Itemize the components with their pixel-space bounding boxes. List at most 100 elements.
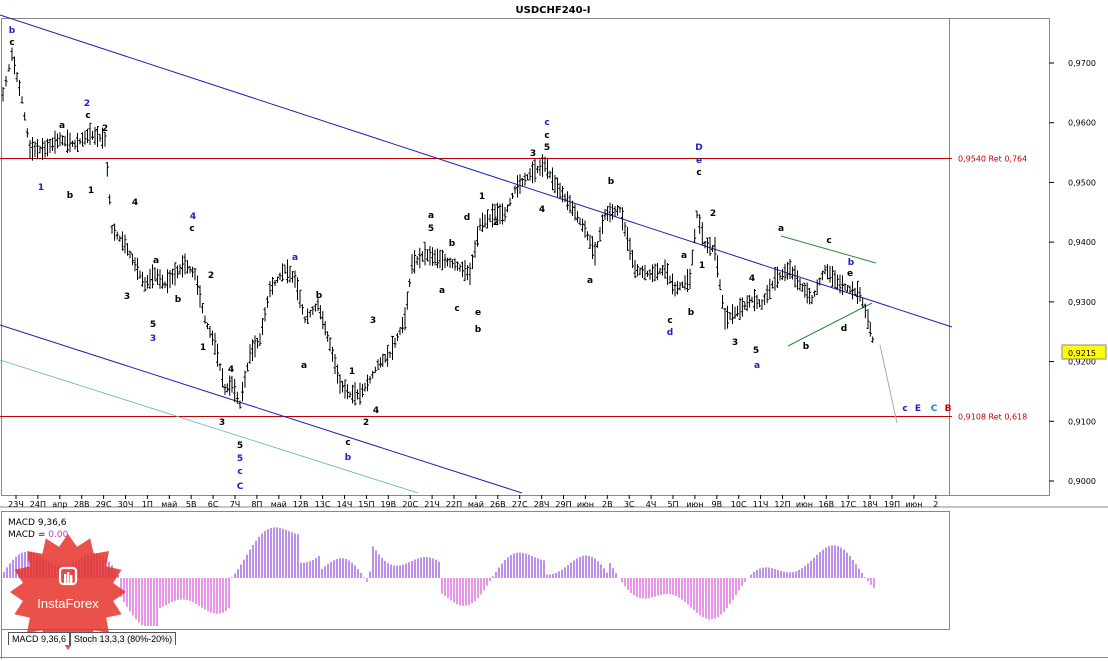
time-tick-label: июн (796, 500, 813, 509)
time-tick-label: 29П (555, 500, 571, 509)
wave-label: c (544, 118, 549, 128)
price-tick-label: 0,9100 (1068, 417, 1096, 426)
indicator-tabs: MACD 9,36,6 Stoch 13,3,3 (80%-20%) (8, 632, 177, 645)
watermark-emblem (58, 566, 78, 586)
time-tick-label: май (468, 500, 484, 509)
time-tick-label: 28Ч (534, 500, 550, 509)
wave-label: b (688, 308, 695, 318)
time-tick-label: 12П (774, 500, 790, 509)
wave-label: b (608, 177, 615, 187)
wave-label: 5 (428, 224, 434, 234)
price-axis-ticks: 0,9700 0,9600 0,9500 0,9400 0,9300 0,9200 0,91… (1049, 59, 1096, 486)
wave-label: c (454, 304, 459, 314)
wave-label: b (475, 325, 482, 335)
wave-label: 4 (228, 365, 234, 375)
price-tick-label: 0,9300 (1068, 298, 1096, 307)
watermark-text: InstaForex (37, 596, 99, 611)
wave-label: 5 (237, 454, 243, 464)
wave-label: b (9, 26, 16, 36)
time-tick-label: июн (905, 500, 922, 509)
wave-label: a (428, 211, 434, 221)
wave-label: 1 (699, 261, 705, 271)
time-tick-label: май (271, 500, 287, 509)
price-tick-label: 0,9200 (1068, 358, 1096, 367)
time-tick-label: 19В (380, 500, 396, 509)
trend-lines (0, 14, 953, 494)
wave-label: b (345, 453, 352, 463)
time-tick-label: 5В (186, 500, 197, 509)
instaforex-logo (10, 534, 126, 650)
wave-label: 3 (124, 292, 130, 302)
chart-title: USDCHF240-I (516, 5, 591, 16)
level-label: 0,9540 Ret 0,764 (958, 155, 1027, 164)
wave-label: 3 (370, 316, 376, 326)
time-tick-label: 30Ч (118, 500, 134, 509)
price-bars (1, 47, 875, 409)
time-tick-label: 4Ч (646, 500, 657, 509)
wave-label: 1 (349, 367, 355, 377)
wave-label: b (175, 295, 182, 305)
wave-label: C (931, 404, 938, 414)
time-tick-label: 2В (602, 500, 613, 509)
wave-label: 2 (710, 209, 716, 219)
upper-channel-line (0, 14, 953, 328)
wave-label: b (449, 239, 456, 249)
current-price-marker: 0,9215 (1061, 344, 1107, 360)
wave-label: C (237, 482, 244, 492)
wave-label: c (667, 316, 672, 326)
wave-label: c (902, 404, 907, 414)
wave-label: a (681, 251, 687, 261)
wave-label: 1 (38, 183, 44, 193)
wave-label: a (301, 361, 307, 371)
macd-value-prefix: MACD = (8, 530, 48, 540)
tab-macd[interactable]: MACD 9,36,6 (8, 632, 71, 645)
wave-label: d (464, 213, 470, 223)
time-tick-label: 19П (884, 500, 900, 509)
wave-label: c (544, 131, 549, 141)
tab-stoch[interactable]: Stoch 13,3,3 (80%-20%) (70, 632, 177, 645)
time-tick-label: 13С (315, 500, 331, 509)
wave-label: 2 (208, 271, 214, 281)
time-tick-label: 1П (142, 500, 153, 509)
wave-label: a (153, 256, 159, 266)
wave-label: 1 (200, 343, 206, 353)
wave-label: 3 (530, 149, 536, 159)
wave-label: 4 (749, 274, 755, 284)
time-tick-label: 12В (293, 500, 309, 509)
time-tick-label: 21Ч (424, 500, 440, 509)
wave-label: c (826, 236, 831, 246)
wave-label: 5 (150, 320, 156, 330)
time-tick-label: 24П (30, 500, 46, 509)
wave-label: 3 (150, 334, 156, 344)
time-tick-label: 26В (490, 500, 506, 509)
wave-label: a (778, 224, 784, 234)
price-tick-label: 0,9000 (1068, 477, 1096, 486)
current-price-box (1061, 344, 1107, 360)
wave-label: 1 (88, 186, 94, 196)
time-tick-label: 10С (731, 500, 747, 509)
wave-label: 2 (84, 99, 90, 109)
wave-label: a (754, 361, 760, 371)
wave-label: b (67, 191, 74, 201)
parallel-channel-line (0, 359, 419, 494)
wave-label: 3 (219, 418, 225, 428)
price-tick-label: 0,9400 (1068, 238, 1096, 247)
macd-value-label: MACD = 0.00 (8, 530, 69, 540)
instaforex-watermark: InstaForex (8, 532, 128, 652)
wave-label: 5 (753, 346, 759, 356)
wave-label: 2 (363, 418, 369, 428)
time-tick-label: 27С (512, 500, 528, 509)
wave-label: c (9, 38, 14, 48)
wave-label: 5 (237, 441, 243, 451)
wave-label: 3 (732, 338, 738, 348)
triangle-lower-line (787, 302, 873, 347)
time-tick-label: 2 (933, 500, 938, 509)
wave-label: d (841, 324, 847, 334)
time-tick-label: апр (52, 500, 67, 509)
price-tick-label: 0,9500 (1068, 178, 1096, 187)
time-tick-label: 28В (74, 500, 90, 509)
wave-label: b (316, 291, 323, 301)
